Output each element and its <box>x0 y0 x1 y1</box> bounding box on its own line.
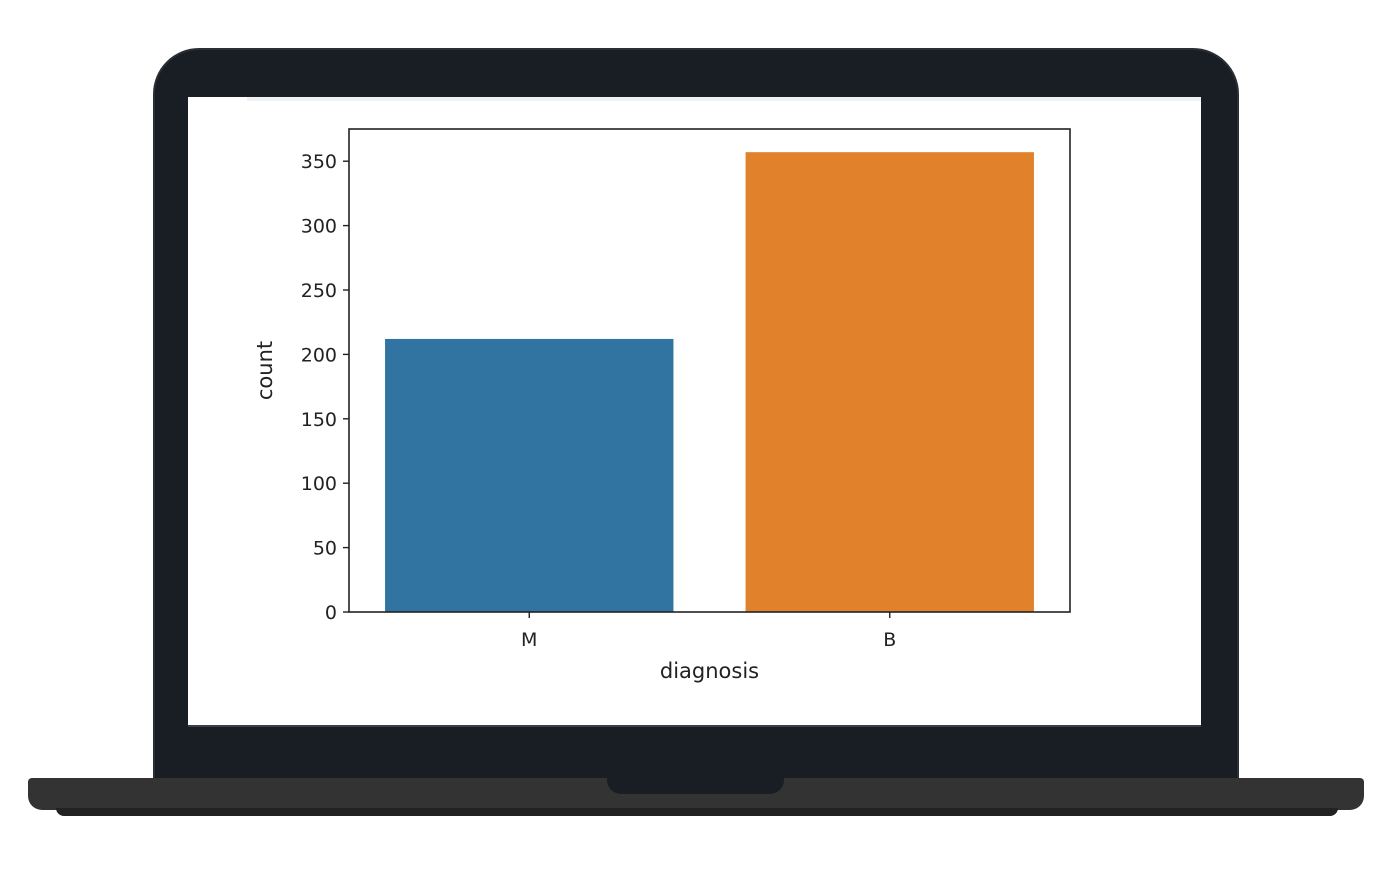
laptop-notch <box>607 778 784 794</box>
y-axis-title: count <box>253 341 277 400</box>
bars-group <box>385 152 1034 612</box>
bar-M <box>385 338 674 612</box>
plot-frame <box>348 128 1071 613</box>
y-tick-label: 150 <box>301 409 337 431</box>
laptop-foot <box>56 808 1338 816</box>
y-tick-label: 350 <box>301 151 337 173</box>
screen-top-edge <box>247 97 1201 101</box>
bar-B <box>745 152 1034 612</box>
y-tick-label: 100 <box>301 473 337 495</box>
x-tick-label: B <box>883 629 896 651</box>
y-tick-label: 300 <box>301 216 337 238</box>
y-tick-label: 0 <box>325 602 337 624</box>
y-axis-ticks: 0 50 100 150 200 250 300 350 <box>301 151 349 624</box>
y-tick-label: 200 <box>301 344 337 366</box>
y-tick-label: 50 <box>313 538 337 560</box>
y-tick-label: 250 <box>301 280 337 302</box>
x-axis-title: diagnosis <box>660 659 759 683</box>
x-tick-label: M <box>521 629 537 651</box>
